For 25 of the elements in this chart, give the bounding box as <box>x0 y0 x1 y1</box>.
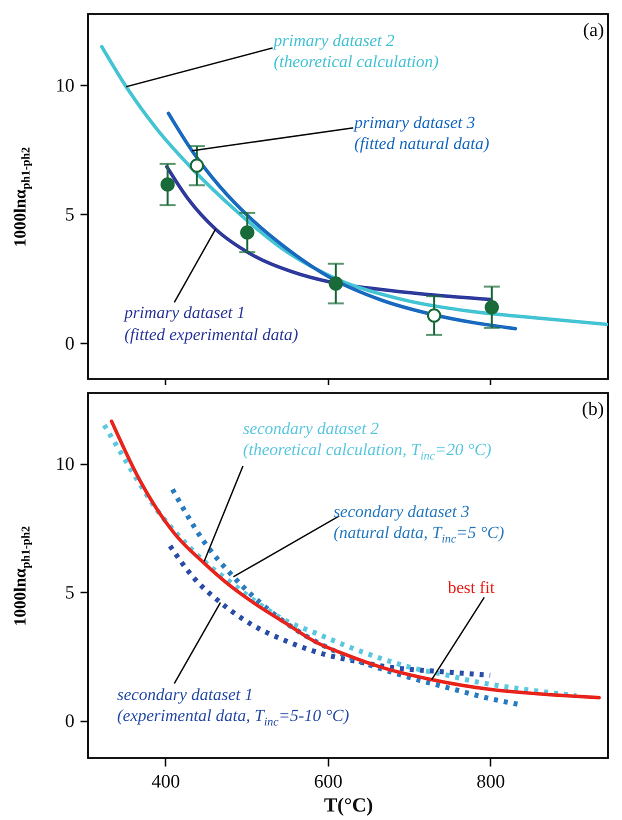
y-tick-label: 0 <box>65 333 74 354</box>
point <box>328 276 343 291</box>
y-tick-label: 5 <box>65 582 74 604</box>
y-tick-label: 10 <box>56 454 74 476</box>
point <box>484 300 499 314</box>
series-label: primary dataset 1 (fitted experimental data) <box>124 302 298 345</box>
y-tick-label: 10 <box>56 75 74 96</box>
point <box>240 225 254 240</box>
point <box>160 177 175 192</box>
y-tick-label: 0 <box>65 711 74 732</box>
x-tick-label: 800 <box>476 772 505 792</box>
x-tick-label: 600 <box>314 772 342 792</box>
x-axis-title: T(°C) <box>324 794 374 816</box>
y-tick-label: 5 <box>65 204 74 226</box>
text: primary dataset 3 (fitted natural data) <box>354 112 490 154</box>
text: best fit <box>448 577 495 599</box>
point <box>427 308 442 323</box>
text: secondary dataset 2 (theoretical calculation, T$_{inc}$=20 °C) <box>242 418 492 464</box>
text: secondary dataset 3 (natural data, T$_{inc}$=5 °C) <box>333 501 504 547</box>
point <box>190 158 204 173</box>
series-label: secondary dataset 1 (experimental data, T$_{inc}$=5-10 °C) <box>117 684 350 730</box>
chart-title: (b) <box>582 399 604 420</box>
x-tick-label: 400 <box>151 772 180 792</box>
text: primary dataset 2 (theoretical calculation) <box>274 30 439 73</box>
chart-title: (a) <box>583 20 604 41</box>
